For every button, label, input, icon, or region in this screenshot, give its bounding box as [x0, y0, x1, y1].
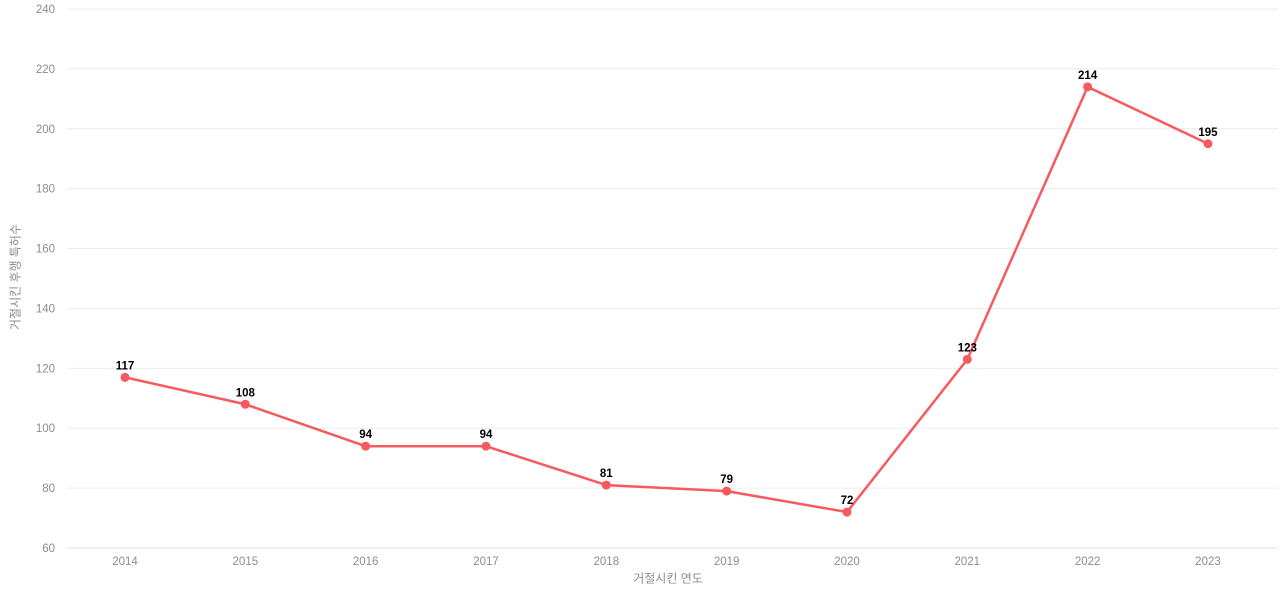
- data-point-label: 94: [480, 429, 493, 441]
- data-point-marker: [120, 372, 130, 382]
- data-point-marker: [361, 441, 371, 451]
- y-tick-label: 240: [36, 4, 55, 16]
- y-tick-label: 200: [36, 124, 55, 136]
- y-tick-label: 160: [36, 244, 55, 256]
- data-point-marker: [240, 399, 250, 409]
- y-tick-label: 100: [36, 423, 55, 435]
- data-point-label: 214: [1078, 70, 1098, 82]
- x-tick-label: 2022: [1075, 556, 1101, 568]
- y-tick-label: 220: [36, 64, 55, 76]
- y-tick-label: 80: [42, 483, 55, 495]
- x-tick-label: 2021: [955, 556, 981, 568]
- data-point-label: 117: [116, 360, 135, 372]
- x-tick-label: 2016: [353, 556, 379, 568]
- data-point-label: 195: [1198, 127, 1218, 139]
- data-point-marker: [842, 507, 852, 517]
- data-point-label: 72: [841, 495, 854, 507]
- y-tick-label: 180: [36, 184, 55, 196]
- data-point-label: 94: [359, 429, 372, 441]
- x-axis-title: 거절시킨 연도: [633, 571, 703, 586]
- data-point-marker: [1083, 82, 1093, 92]
- x-tick-label: 2014: [112, 556, 138, 568]
- data-point-marker: [962, 354, 972, 364]
- y-tick-label: 140: [36, 303, 55, 315]
- y-tick-label: 60: [42, 543, 55, 555]
- data-point-marker: [722, 486, 732, 496]
- x-tick-label: 2020: [834, 556, 860, 568]
- series-line: [123, 85, 1210, 514]
- y-axis-title: 거절시킨 후행 특허수: [8, 223, 23, 331]
- data-point-label: 79: [720, 474, 733, 486]
- data-point-label: 108: [236, 387, 256, 399]
- x-tick-label: 2018: [594, 556, 620, 568]
- y-tick-label: 120: [36, 363, 55, 375]
- data-point-label: 123: [958, 342, 977, 354]
- data-point-marker: [601, 480, 611, 490]
- data-point-label: 81: [600, 468, 613, 480]
- data-point-marker: [481, 441, 491, 451]
- x-tick-label: 2017: [473, 556, 499, 568]
- data-point-marker: [1203, 139, 1213, 149]
- x-tick-label: 2023: [1195, 556, 1221, 568]
- x-tick-label: 2015: [233, 556, 259, 568]
- x-tick-label: 2019: [714, 556, 740, 568]
